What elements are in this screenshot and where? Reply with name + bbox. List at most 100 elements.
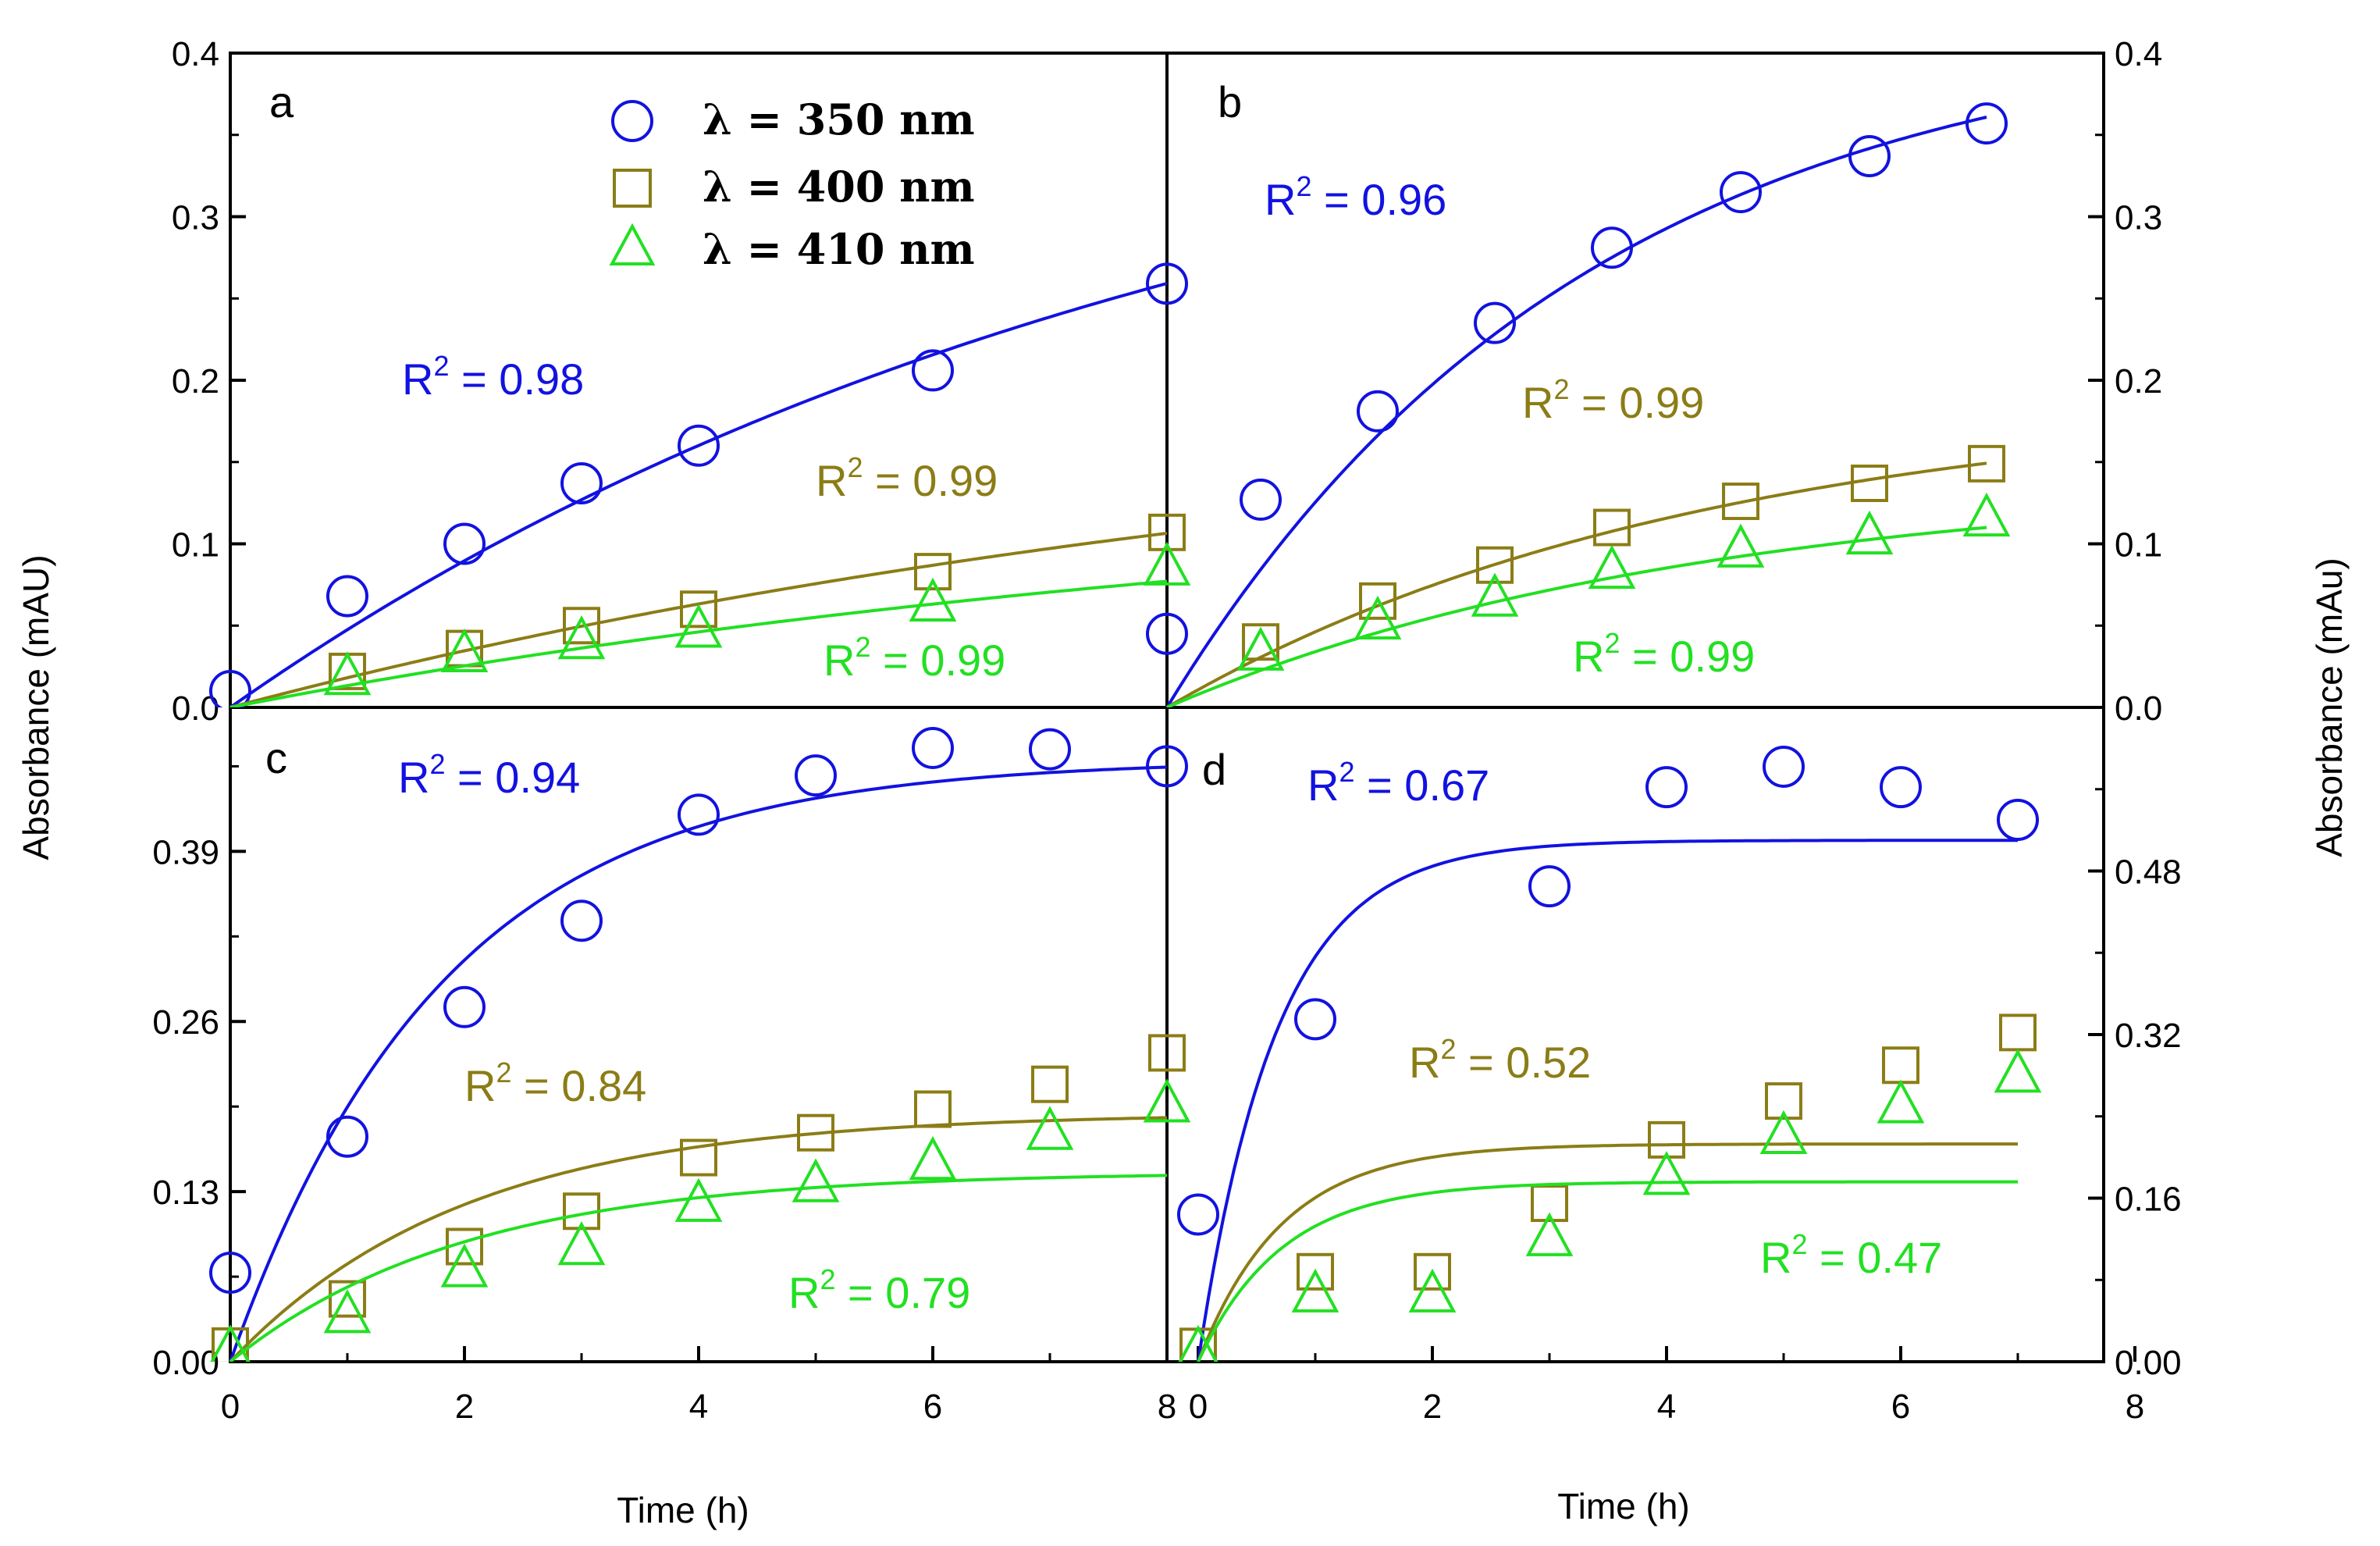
data-point — [1143, 1078, 1190, 1123]
data-point — [1877, 1079, 1925, 1124]
panel-label-c: c — [265, 733, 287, 782]
y-tick-label: 0.4 — [172, 35, 219, 73]
data-point — [1357, 390, 1399, 433]
data-point — [1146, 262, 1188, 305]
fit-curve-c-0 — [229, 765, 1168, 1362]
y-tick-label: 0.39 — [152, 833, 219, 871]
legend-marker-400 — [613, 169, 652, 208]
data-point — [795, 754, 837, 797]
y-axis-title-left: Absorbance (mAU) — [16, 554, 56, 860]
data-point — [1525, 1212, 1574, 1256]
data-point — [557, 1220, 606, 1266]
x-tick-label: 2 — [1423, 1387, 1442, 1426]
x-tick-label: 8 — [2126, 1387, 2144, 1426]
data-point — [909, 1136, 957, 1181]
data-point — [1177, 1193, 1219, 1236]
data-point — [1717, 523, 1765, 568]
data-point — [797, 1113, 834, 1152]
data-point — [1148, 1034, 1186, 1072]
data-point — [1143, 541, 1190, 586]
panel-d: 0.00 0.16 0.32 0.48 0 2 4 6 8 — [1177, 745, 2182, 1426]
legend-label-410: λ = 410 nm — [703, 224, 975, 274]
x-tick-label: 6 — [1891, 1387, 1910, 1426]
r2-b-410: R2 = 0.99 — [1573, 627, 1755, 681]
x-axis-title-right: Time (h) — [1557, 1486, 1690, 1526]
data-point — [1476, 546, 1514, 584]
data-point — [914, 1090, 952, 1128]
data-point — [1994, 1049, 2042, 1093]
x-tick-label: 6 — [923, 1387, 942, 1426]
data-point — [1528, 865, 1571, 908]
r2-c-400: R2 = 0.84 — [464, 1056, 646, 1110]
y-axis-title-right: Absorbance (mAu) — [2309, 557, 2350, 857]
data-point — [1759, 1110, 1808, 1154]
data-point — [557, 614, 606, 660]
data-point — [1026, 1106, 1074, 1150]
data-point — [1471, 572, 1519, 617]
panel-b-content — [1146, 102, 2011, 707]
data-point — [1240, 478, 1282, 521]
data-point — [1359, 582, 1396, 620]
data-point — [209, 1252, 251, 1295]
data-point — [326, 575, 368, 618]
panel-label-d: d — [1202, 745, 1226, 794]
data-point — [563, 607, 600, 645]
data-point — [680, 1138, 717, 1177]
data-point — [1882, 1046, 1919, 1085]
data-point — [1845, 510, 1894, 555]
data-point — [1848, 134, 1891, 177]
x-tick-label: 0 — [221, 1387, 240, 1426]
data-point — [443, 522, 486, 565]
data-point — [1645, 766, 1688, 809]
data-point — [1474, 301, 1516, 344]
fit-curve-b-2 — [1166, 525, 1987, 707]
data-point — [560, 899, 603, 942]
data-point — [209, 670, 251, 707]
r2-d-350: R2 = 0.67 — [1307, 756, 1489, 810]
r2-a-400: R2 = 0.99 — [816, 451, 998, 505]
y-tick-label: 0.4 — [2115, 35, 2162, 73]
fit-curve-c-2 — [229, 1174, 1168, 1362]
y-tick-label: 0.2 — [2115, 362, 2162, 401]
x-tick-label: 8 — [1158, 1387, 1176, 1426]
y-tick-label: 0.00 — [152, 1344, 219, 1382]
legend-label-350: λ = 350 nm — [703, 94, 975, 144]
y-tick-label: 0.32 — [2115, 1017, 2182, 1055]
data-point — [1997, 799, 2039, 842]
data-point — [1968, 444, 2005, 483]
y-tick-label: 0.0 — [2115, 689, 2162, 728]
data-point — [674, 1177, 723, 1222]
data-point — [912, 726, 954, 769]
data-point — [678, 424, 720, 467]
data-point — [1720, 171, 1762, 214]
data-point — [912, 349, 954, 392]
r2-c-350: R2 = 0.94 — [398, 748, 580, 802]
y-tick-label: 0.2 — [172, 362, 219, 401]
y-tick-label: 0.3 — [172, 199, 219, 237]
data-point — [1593, 508, 1631, 547]
x-tick-label: 4 — [1657, 1387, 1676, 1426]
y-tick-label: 0.26 — [152, 1003, 219, 1042]
panel-d-content — [1177, 745, 2042, 1362]
data-point — [440, 628, 489, 672]
data-point — [1966, 102, 2008, 145]
data-point — [1765, 1082, 1802, 1120]
panel-a-content — [209, 262, 1190, 707]
r2-c-410: R2 = 0.79 — [788, 1263, 970, 1317]
r2-b-400: R2 = 0.99 — [1522, 373, 1704, 427]
data-point — [1722, 483, 1759, 521]
fit-curve-b-1 — [1166, 461, 1987, 707]
data-point — [1408, 1268, 1457, 1313]
data-point — [674, 604, 723, 648]
data-point — [1297, 1252, 1334, 1291]
legend-label-400: λ = 400 nm — [703, 162, 975, 212]
x-tick-label: 2 — [455, 1387, 474, 1426]
data-point — [1591, 226, 1633, 269]
data-point — [1999, 1013, 2037, 1052]
x-tick-label: 0 — [1189, 1387, 1208, 1426]
data-point — [1146, 745, 1188, 788]
y-tick-label: 0.1 — [2115, 526, 2162, 565]
legend-marker-350 — [611, 100, 653, 142]
data-point — [1642, 1151, 1691, 1195]
